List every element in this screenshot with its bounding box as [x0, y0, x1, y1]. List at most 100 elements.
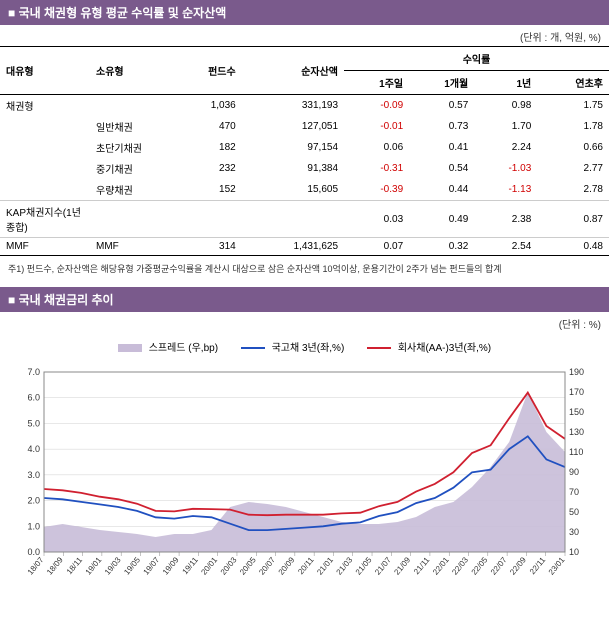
svg-text:22/07: 22/07 — [489, 555, 509, 577]
svg-text:10: 10 — [569, 547, 579, 557]
svg-text:110: 110 — [569, 447, 583, 457]
table-cell: 0.48 — [537, 238, 609, 256]
table-cell: 0.87 — [537, 201, 609, 238]
table-cell: 0.57 — [409, 95, 474, 117]
table-cell: 0.06 — [344, 137, 409, 158]
th-1w: 1주일 — [344, 71, 409, 95]
svg-text:22/09: 22/09 — [508, 555, 528, 577]
svg-text:20/01: 20/01 — [199, 555, 219, 577]
svg-text:18/09: 18/09 — [45, 555, 65, 577]
table-cell: 232 — [170, 158, 242, 179]
table-cell: 0.66 — [537, 137, 609, 158]
th-ret-group: 수익률 — [344, 47, 609, 71]
table-cell — [0, 137, 90, 158]
table-unit: (단위 : 개, 억원, %) — [0, 25, 609, 46]
svg-text:130: 130 — [569, 427, 584, 437]
svg-text:2.0: 2.0 — [27, 496, 40, 506]
table-cell: 314 — [170, 238, 242, 256]
table-cell: 91,384 — [242, 158, 344, 179]
th-nav: 순자산액 — [242, 47, 344, 95]
table-row: 초단기채권18297,1540.060.412.240.66 — [0, 137, 609, 158]
table-cell — [90, 95, 170, 117]
svg-text:5.0: 5.0 — [27, 418, 40, 428]
legend-swatch-spread — [118, 344, 142, 352]
svg-text:20/05: 20/05 — [238, 555, 258, 577]
svg-text:21/05: 21/05 — [354, 555, 374, 577]
th-major: 대유형 — [0, 47, 90, 95]
legend-spread-label: 스프레드 (우,bp) — [149, 343, 218, 354]
table-cell: 2.78 — [537, 179, 609, 201]
svg-text:19/07: 19/07 — [142, 555, 162, 577]
table-cell: -0.31 — [344, 158, 409, 179]
table-cell: 일반채권 — [90, 116, 170, 137]
svg-text:18/07: 18/07 — [26, 555, 46, 577]
table-cell: KAP채권지수(1년종합) — [0, 201, 90, 238]
svg-text:20/03: 20/03 — [219, 555, 239, 577]
svg-text:6.0: 6.0 — [27, 393, 40, 403]
table-cell: 0.32 — [409, 238, 474, 256]
table-cell: 331,193 — [242, 95, 344, 117]
table-cell: 0.44 — [409, 179, 474, 201]
table-row: 일반채권470127,051-0.010.731.701.78 — [0, 116, 609, 137]
table-cell: 2.38 — [474, 201, 537, 238]
svg-text:22/03: 22/03 — [450, 555, 470, 577]
table-cell: 초단기채권 — [90, 137, 170, 158]
svg-text:150: 150 — [569, 407, 584, 417]
table-cell: 2.54 — [474, 238, 537, 256]
th-count: 펀드수 — [170, 47, 242, 95]
legend-line-ktb — [241, 347, 265, 349]
svg-text:22/05: 22/05 — [470, 555, 490, 577]
table-cell: 2.24 — [474, 137, 537, 158]
svg-text:20/09: 20/09 — [277, 555, 297, 577]
table-cell: 15,605 — [242, 179, 344, 201]
table-cell — [170, 201, 242, 238]
chart-unit: (단위 : %) — [0, 312, 609, 333]
svg-text:19/03: 19/03 — [103, 555, 123, 577]
table-cell: 182 — [170, 137, 242, 158]
table-cell: 470 — [170, 116, 242, 137]
table-cell: 1.70 — [474, 116, 537, 137]
table-cell: 0.03 — [344, 201, 409, 238]
legend-corp-label: 회사채(AA-)3년(좌,%) — [398, 343, 491, 354]
table-cell: 1.78 — [537, 116, 609, 137]
table-row: 중기채권23291,384-0.310.54-1.032.77 — [0, 158, 609, 179]
legend-line-corp — [367, 347, 391, 349]
table-cell: 0.41 — [409, 137, 474, 158]
table-cell: 채권형 — [0, 95, 90, 117]
legend-spread: 스프레드 (우,bp) — [118, 339, 218, 354]
svg-text:50: 50 — [569, 507, 579, 517]
svg-text:70: 70 — [569, 487, 579, 497]
svg-text:19/05: 19/05 — [122, 555, 142, 577]
th-1y: 1년 — [474, 71, 537, 95]
svg-text:19/09: 19/09 — [161, 555, 181, 577]
svg-text:30: 30 — [569, 527, 579, 537]
table-cell — [0, 179, 90, 201]
th-ytd: 연초후 — [537, 71, 609, 95]
svg-text:190: 190 — [569, 367, 584, 377]
chart-container: 0.01.02.03.04.05.06.07.01030507090110130… — [0, 358, 609, 638]
table-cell: 0.73 — [409, 116, 474, 137]
table-cell — [0, 158, 90, 179]
svg-text:18/11: 18/11 — [65, 555, 85, 576]
svg-text:21/07: 21/07 — [373, 555, 393, 577]
svg-text:20/11: 20/11 — [296, 555, 316, 576]
table-cell: 152 — [170, 179, 242, 201]
table-cell: 0.98 — [474, 95, 537, 117]
svg-text:21/01: 21/01 — [315, 555, 335, 577]
table-cell: -1.13 — [474, 179, 537, 201]
table-row: MMFMMF3141,431,6250.070.322.540.48 — [0, 238, 609, 256]
table-cell: 127,051 — [242, 116, 344, 137]
table-cell: 2.77 — [537, 158, 609, 179]
table-footnote: 주1) 펀드수, 순자산액은 해당유형 가중평균수익률을 계산시 대상으로 삼은… — [0, 256, 609, 287]
svg-text:19/11: 19/11 — [181, 555, 201, 576]
rate-chart: 0.01.02.03.04.05.06.07.01030507090110130… — [8, 362, 601, 592]
table-cell: -0.39 — [344, 179, 409, 201]
table-cell: 1,036 — [170, 95, 242, 117]
svg-text:21/11: 21/11 — [412, 555, 432, 576]
table-cell: 우량채권 — [90, 179, 170, 201]
table-cell — [0, 116, 90, 137]
table-cell: -1.03 — [474, 158, 537, 179]
svg-text:7.0: 7.0 — [27, 367, 40, 377]
table-cell: -0.01 — [344, 116, 409, 137]
svg-text:90: 90 — [569, 467, 579, 477]
